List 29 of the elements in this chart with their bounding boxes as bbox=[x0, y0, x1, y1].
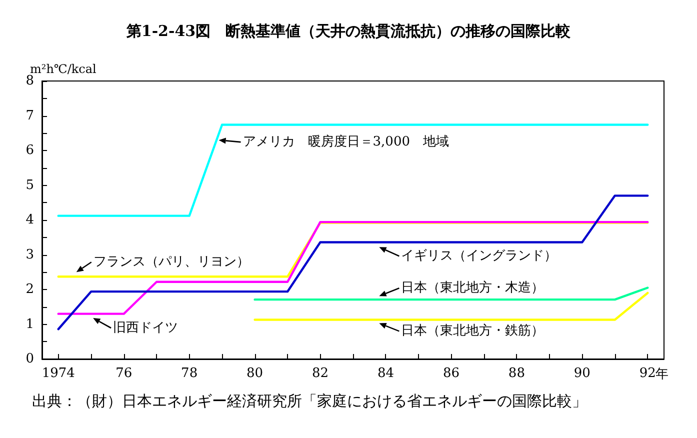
y-axis-title: m²h℃/kcal bbox=[30, 62, 96, 76]
y-tick-label: 5 bbox=[26, 178, 34, 193]
series-label: イギリス（イングランド） bbox=[401, 248, 558, 264]
x-tick-label: 76 bbox=[116, 366, 132, 381]
x-axis-title: 年 bbox=[656, 366, 669, 383]
x-tick-label: 80 bbox=[246, 366, 264, 381]
y-tick-label: 7 bbox=[26, 108, 34, 124]
chart-title: 第1-2-43図 断熱基準値（天井の熱貫流抵抗）の推移の国際比較 bbox=[125, 22, 572, 41]
y-tick-label: 8 bbox=[26, 74, 34, 88]
x-tick-label: 78 bbox=[181, 366, 198, 381]
x-tick-label: 1974 bbox=[42, 366, 75, 381]
series-label: 日本（東北地方・木造） bbox=[401, 280, 544, 296]
y-tick-label: 6 bbox=[26, 143, 34, 158]
x-tick-label: 90 bbox=[574, 366, 590, 381]
x-tick-label: 86 bbox=[442, 366, 460, 381]
x-tick-label: 92 bbox=[639, 366, 656, 381]
y-tick-label: 3 bbox=[26, 247, 34, 262]
series-label: 日本（東北地方・鉄筋） bbox=[401, 322, 544, 339]
y-tick-label: 4 bbox=[26, 212, 34, 228]
y-tick-label: 0 bbox=[26, 352, 34, 366]
y-tick-label: 2 bbox=[26, 282, 34, 297]
series-label: アメリカ 暖房度日＝3,000 地域 bbox=[242, 134, 449, 150]
source-note: 出典：（財）日本エネルギー経済研究所「家庭における省エネルギーの国際比較」 bbox=[32, 392, 587, 411]
x-tick-label: 88 bbox=[508, 366, 525, 381]
y-tick-label: 1 bbox=[26, 316, 34, 332]
series-label: 旧西ドイツ bbox=[113, 320, 178, 336]
series-label: フランス（パリ、リヨン） bbox=[93, 254, 250, 270]
x-tick-label: 84 bbox=[377, 366, 394, 381]
x-tick-label: 82 bbox=[312, 366, 329, 381]
